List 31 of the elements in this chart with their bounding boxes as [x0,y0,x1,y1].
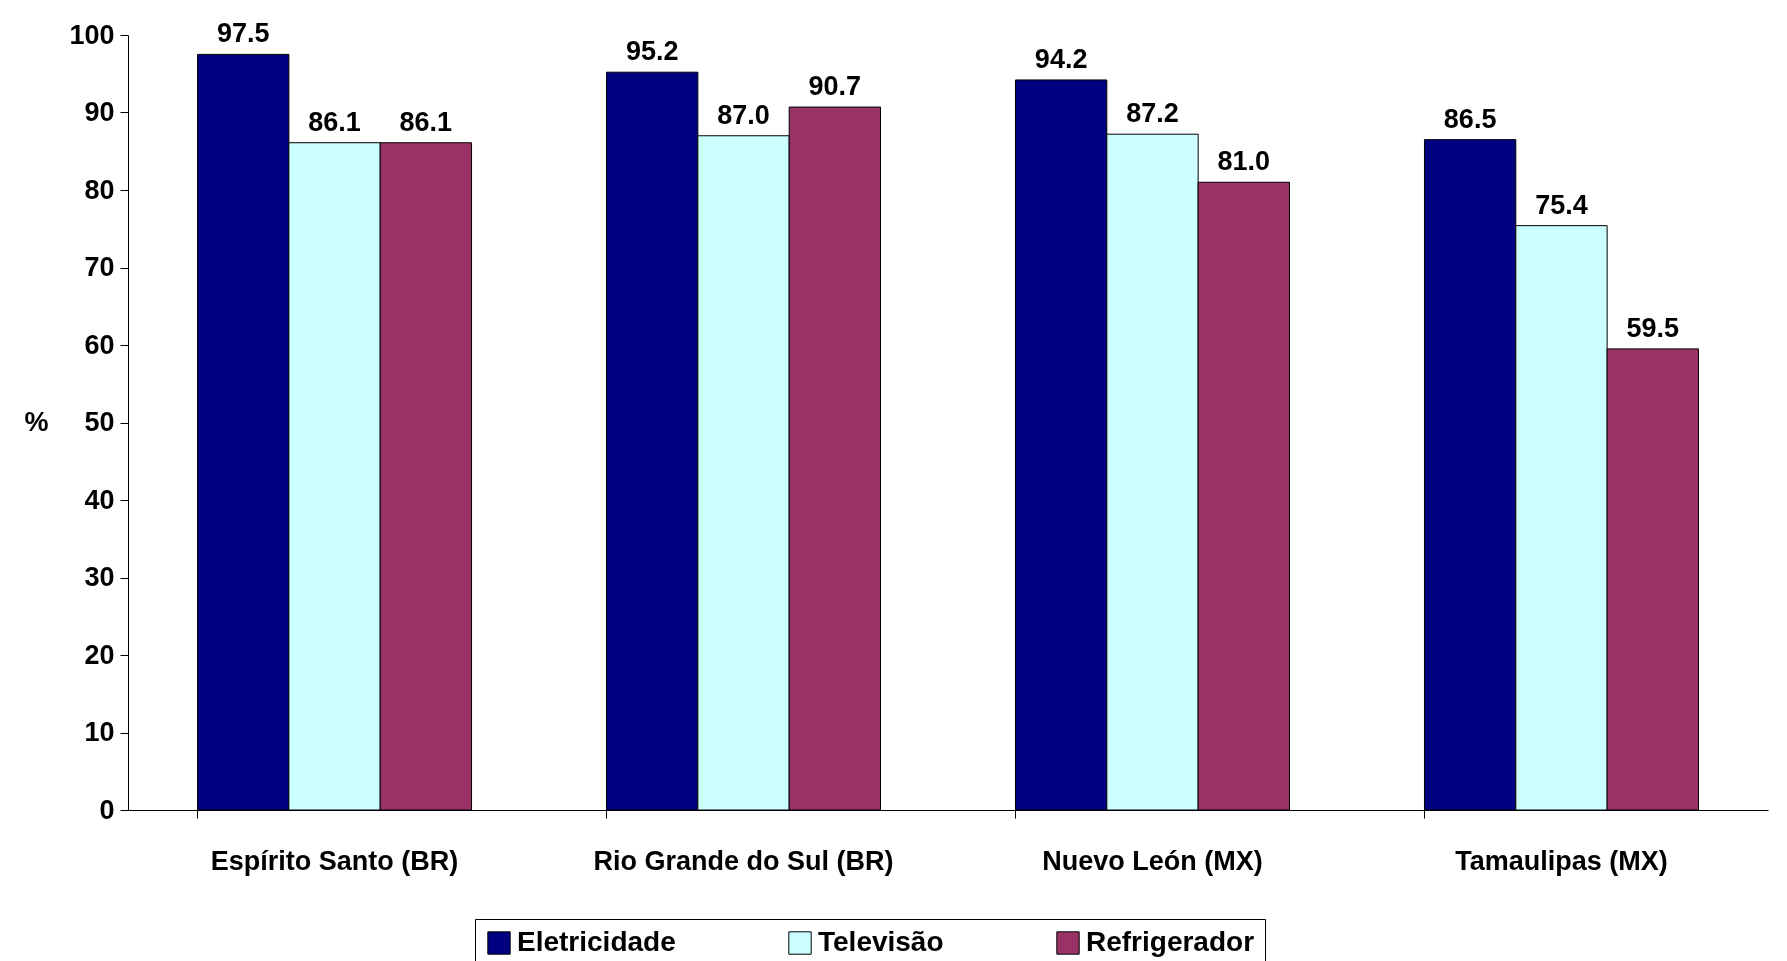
data-label: 90.7 [808,71,862,102]
y-tick-label: 40 [84,484,115,515]
x-tick-label: Espírito Santo (BR) [210,845,459,876]
y-tick-label: 20 [84,639,115,670]
y-tick-label: 70 [84,252,115,282]
legend-label: Eletricidade [517,926,676,957]
y-tick-label: 80 [84,174,115,205]
data-label: 86.1 [399,106,453,137]
data-label: 81.0 [1217,146,1271,177]
data-label: 75.4 [1535,189,1588,220]
y-tick-label: 90 [84,97,115,127]
data-label: 97.5 [216,18,270,49]
data-label: 87.2 [1126,98,1179,129]
y-tick-label: 0 [99,794,115,825]
y-tick-label: 100 [69,19,115,50]
y-tick-label: 50 [84,407,115,437]
y-tick-label: 30 [84,562,115,592]
x-tick-label: Nuevo León (MX) [1042,845,1263,876]
data-label: 94.2 [1034,43,1088,74]
legend-label: Televisão [818,926,944,957]
data-label: 86.1 [308,106,361,137]
x-tick-label: Tamaulipas (MX) [1455,845,1668,876]
legend-label: Refrigerador [1086,926,1255,957]
data-label: 95.2 [625,36,679,67]
data-label: 59.5 [1626,312,1680,343]
x-tick-label: Rio Grande do Sul (BR) [593,845,894,876]
data-label: 86.5 [1443,103,1497,134]
y-axis-title: % [24,407,49,437]
y-tick-label: 10 [84,717,115,747]
data-label: 87.0 [717,99,770,130]
y-tick-label: 60 [84,329,115,360]
